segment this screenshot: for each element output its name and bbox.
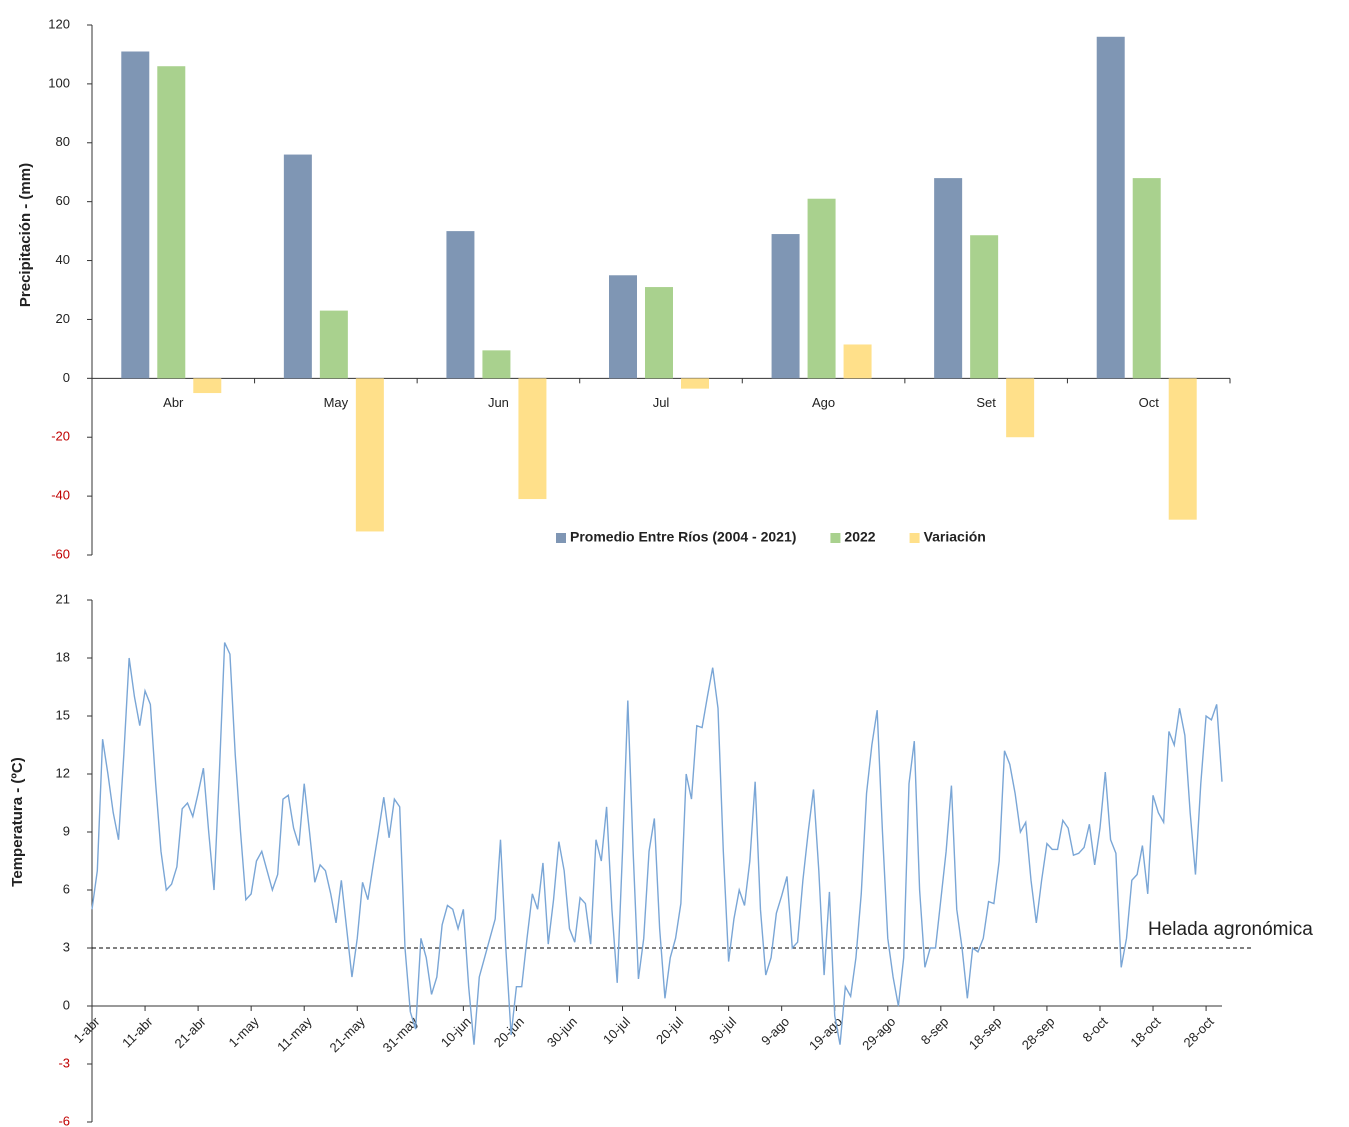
bar — [1096, 36, 1125, 379]
y-tick-label: 60 — [56, 193, 70, 208]
bar — [1168, 378, 1197, 520]
bar — [681, 378, 709, 389]
x-tick-label: Jul — [653, 395, 670, 410]
x-tick-label: 8-oct — [1079, 1014, 1110, 1045]
x-tick-label: 8-sep — [918, 1014, 952, 1048]
x-tick-label: 19-ago — [806, 1014, 845, 1053]
x-tick-label: Oct — [1139, 395, 1160, 410]
y-tick-label: 6 — [63, 881, 70, 896]
y-tick-label: 21 — [56, 591, 70, 606]
x-tick-label: 20-jul — [653, 1014, 686, 1047]
legend-swatch — [909, 533, 920, 543]
y-tick-label: 120 — [48, 16, 70, 31]
bar — [1132, 178, 1161, 379]
bar — [518, 378, 547, 500]
x-tick-label: Abr — [163, 395, 184, 410]
y-tick-label: -6 — [58, 1113, 70, 1127]
y-tick-label: 20 — [56, 311, 70, 326]
y-tick-label: 100 — [48, 75, 70, 90]
y-axis-title: Temperatura - (ºC) — [9, 757, 26, 886]
y-tick-label: 40 — [56, 252, 70, 267]
bar — [1006, 378, 1035, 438]
bar — [283, 154, 312, 379]
legend-swatch — [830, 533, 841, 543]
x-tick-label: 1-may — [226, 1014, 262, 1050]
line — [91, 642, 1223, 1045]
x-tick-label: Jun — [488, 395, 509, 410]
y-tick-label: -60 — [51, 546, 70, 561]
bar — [771, 234, 800, 379]
bar — [355, 378, 384, 532]
bar — [609, 275, 637, 379]
x-tick-label: 30-jul — [706, 1014, 739, 1047]
y-tick-label: -3 — [58, 1055, 70, 1070]
legend-label: Variación — [924, 529, 986, 545]
x-tick-label: 31-may — [380, 1014, 422, 1056]
legend-label: 2022 — [844, 529, 875, 545]
x-tick-label: 28-oct — [1180, 1014, 1216, 1050]
bar — [319, 310, 348, 379]
y-tick-label: 0 — [63, 370, 70, 385]
bar — [843, 344, 872, 379]
legend-label: Promedio Entre Ríos (2004 - 2021) — [570, 529, 796, 545]
y-tick-label: -20 — [51, 429, 70, 444]
x-tick-label: 11-abr — [119, 1013, 156, 1050]
x-tick-label: 30-jun — [544, 1014, 580, 1050]
x-tick-label: 29-ago — [859, 1014, 898, 1053]
y-tick-label: 9 — [63, 823, 70, 838]
bar — [970, 235, 999, 379]
y-tick-label: 15 — [56, 707, 70, 722]
bar — [121, 51, 150, 379]
x-tick-label: 20-jun — [491, 1014, 527, 1050]
reference-label: Helada agronómica — [1148, 919, 1313, 940]
y-tick-label: 80 — [56, 134, 70, 149]
y-tick-label: 12 — [56, 765, 70, 780]
y-tick-label: 0 — [63, 997, 70, 1012]
y-tick-label: 18 — [56, 649, 70, 664]
x-tick-label: 18-oct — [1127, 1014, 1163, 1050]
x-tick-label: 21-may — [327, 1014, 369, 1056]
x-tick-label: 21-abr — [171, 1013, 209, 1051]
x-tick-label: 10-jul — [600, 1014, 633, 1047]
y-tick-label: -40 — [51, 488, 70, 503]
bar — [645, 287, 673, 379]
x-tick-label: 1-abr — [70, 1013, 103, 1046]
x-tick-label: 10-jun — [438, 1014, 474, 1050]
bar — [807, 198, 836, 379]
x-tick-label: Ago — [812, 395, 835, 410]
bar — [193, 378, 222, 394]
x-tick-label: 9-ago — [758, 1014, 792, 1048]
bar — [482, 350, 511, 379]
y-tick-label: 3 — [63, 939, 70, 954]
bar — [934, 178, 963, 379]
x-tick-label: 28-sep — [1019, 1014, 1058, 1053]
y-axis-title: Precipitación - (mm) — [17, 163, 34, 307]
bar — [157, 66, 186, 379]
x-tick-label: 18-sep — [966, 1014, 1005, 1053]
x-tick-label: Set — [976, 395, 996, 410]
bar — [446, 231, 475, 379]
x-tick-label: May — [324, 395, 349, 410]
x-tick-label: 11-may — [274, 1014, 315, 1055]
legend-swatch — [556, 533, 566, 543]
